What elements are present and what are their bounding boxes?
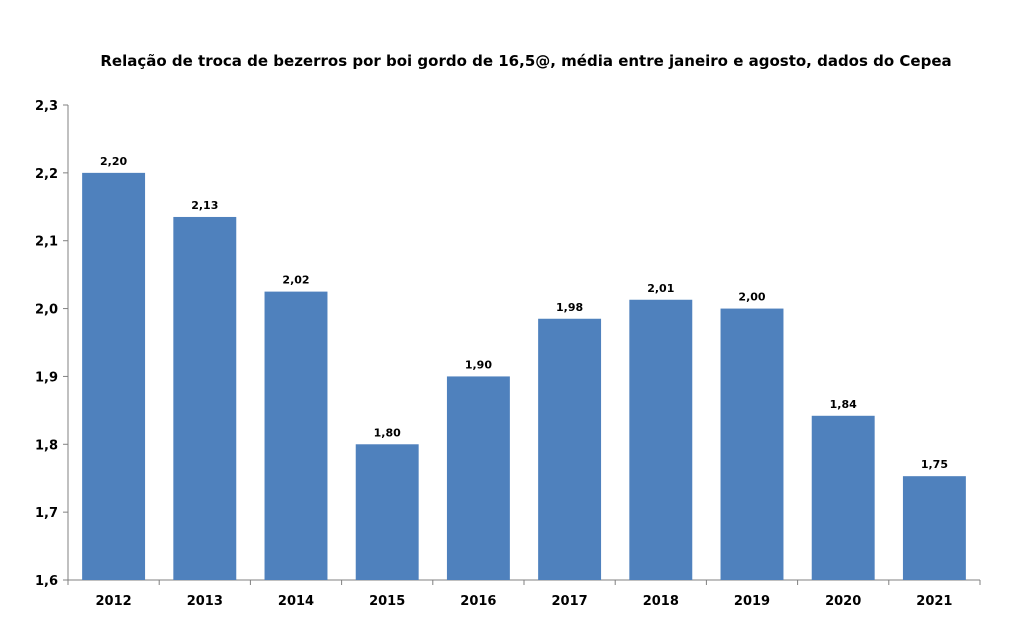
- bar-2014: [264, 291, 328, 580]
- bar-2018: [629, 299, 693, 580]
- y-tick-label: 1,6: [35, 574, 58, 589]
- x-tick-label-2012: 2012: [96, 594, 132, 609]
- x-tick-label-2019: 2019: [734, 594, 770, 609]
- bar-2015: [355, 444, 419, 580]
- y-tick-label: 1,9: [35, 370, 58, 385]
- bar-2012: [82, 172, 146, 580]
- x-tick-label-2020: 2020: [825, 594, 861, 609]
- x-tick-label-2017: 2017: [552, 594, 588, 609]
- data-label-2019: 2,00: [738, 291, 765, 304]
- bar-2016: [446, 376, 510, 580]
- data-label-2012: 2,20: [100, 155, 127, 168]
- bar-2021: [902, 476, 966, 580]
- y-axis: 1,6 1,7 1,8 1,9 2,0 2,1 2,2 2,3: [35, 99, 69, 589]
- x-axis: 2012 2013 2014 2015 2016 2017 2018 2019 2020 2021: [67, 579, 981, 609]
- data-label-2021: 1,75: [921, 458, 948, 471]
- data-label-2018: 2,01: [647, 282, 674, 295]
- bar-2017: [538, 318, 602, 580]
- x-tick-label-2013: 2013: [187, 594, 223, 609]
- y-tick-label: 1,7: [35, 506, 58, 521]
- data-label-2020: 1,84: [830, 398, 857, 411]
- data-label-2013: 2,13: [191, 199, 218, 212]
- bars-group: [82, 172, 966, 580]
- y-tick-label: 2,3: [35, 99, 58, 114]
- bar-2019: [720, 308, 784, 580]
- y-tick-label: 2,1: [35, 235, 58, 250]
- data-label-2015: 1,80: [374, 426, 401, 439]
- data-label-2016: 1,90: [465, 358, 492, 371]
- x-tick-label-2015: 2015: [369, 594, 405, 609]
- chart-title: Relação de troca de bezerros por boi gor…: [100, 52, 951, 70]
- x-tick-label-2021: 2021: [916, 594, 952, 609]
- data-labels-group: 2,20 2,13 2,02 1,80 1,90 1,98 2,01 2,00 1,84 1,75: [100, 155, 948, 471]
- data-label-2014: 2,02: [282, 274, 309, 287]
- x-tick-label-2014: 2014: [278, 594, 314, 609]
- data-label-2017: 1,98: [556, 301, 583, 314]
- y-tick-label: 2,0: [35, 303, 58, 318]
- bar-2013: [173, 216, 237, 580]
- y-tick-label: 1,8: [35, 438, 58, 453]
- x-tick-label-2018: 2018: [643, 594, 679, 609]
- x-tick-label-2016: 2016: [460, 594, 496, 609]
- y-tick-label: 2,2: [35, 167, 58, 182]
- bar-2020: [811, 415, 875, 580]
